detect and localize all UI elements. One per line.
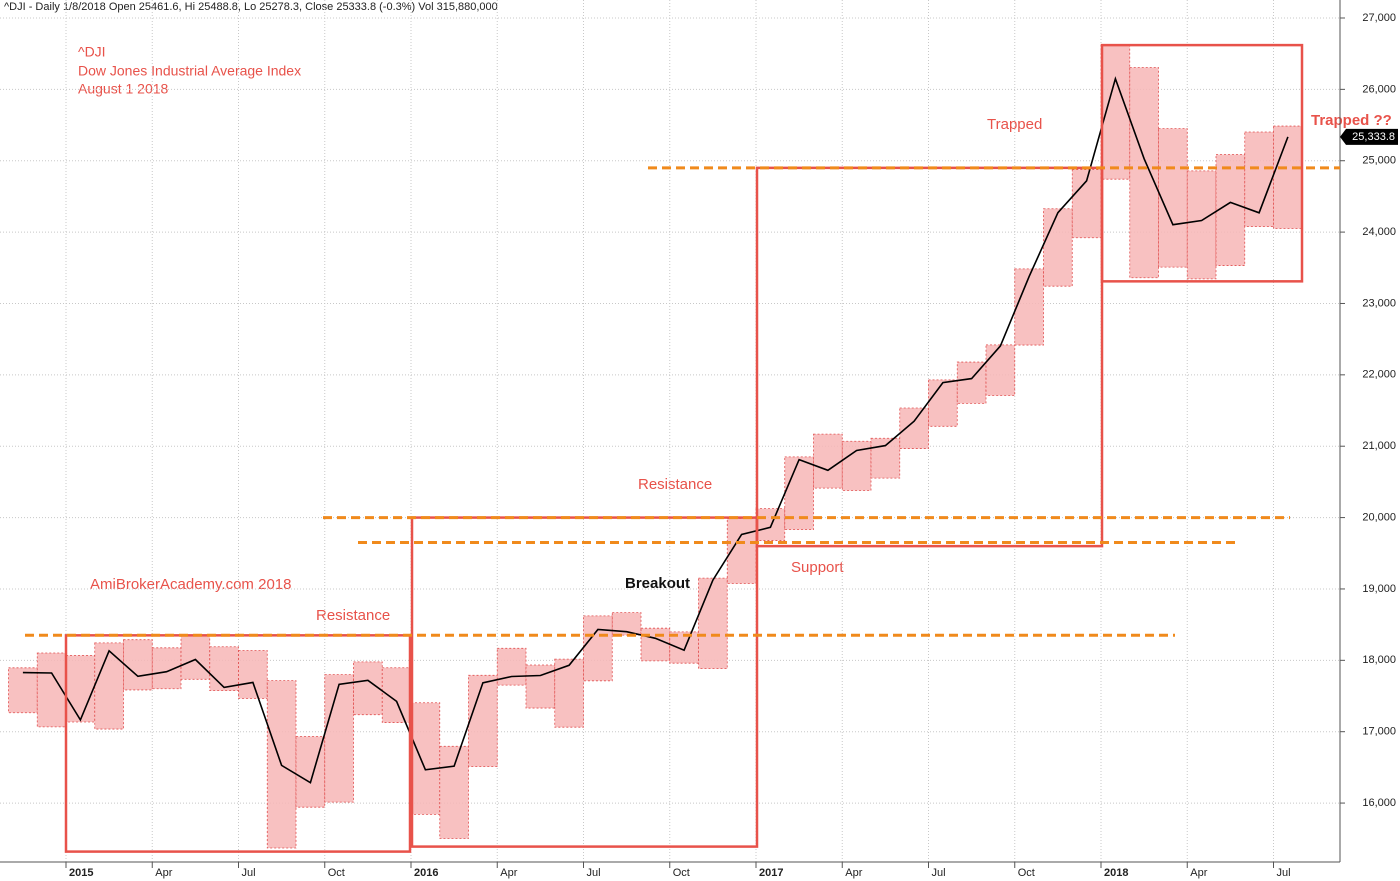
range-box bbox=[870, 437, 901, 479]
x-tick-label: 2017 bbox=[759, 867, 783, 879]
range-box bbox=[324, 674, 354, 803]
x-tick-label: Jul bbox=[587, 867, 601, 879]
range-box bbox=[956, 361, 987, 404]
x-tick-label: Apr bbox=[845, 867, 862, 879]
range-box bbox=[640, 627, 671, 662]
annotation: Trapped bbox=[987, 116, 1042, 133]
x-tick-label: Jul bbox=[1277, 867, 1291, 879]
range-box bbox=[94, 642, 124, 730]
x-tick-label: 2015 bbox=[69, 867, 93, 879]
x-tick-label: Apr bbox=[155, 867, 172, 879]
range-box bbox=[410, 702, 441, 815]
title-line: Dow Jones Industrial Average Index bbox=[78, 63, 301, 79]
annotation: Breakout bbox=[625, 575, 690, 592]
range-box bbox=[583, 615, 613, 682]
price-tag-label: 25,333.8 bbox=[1352, 131, 1395, 143]
range-box bbox=[496, 647, 527, 686]
range-box bbox=[1014, 268, 1044, 346]
trading-zone bbox=[1100, 43, 1304, 283]
y-tick-label: 20,000 bbox=[1362, 511, 1396, 523]
range-box bbox=[1186, 170, 1217, 280]
y-tick-label: 18,000 bbox=[1362, 654, 1396, 666]
annotation: Trapped ?? bbox=[1311, 112, 1392, 129]
x-tick-label: Oct bbox=[1018, 867, 1035, 879]
x-tick-label: 2018 bbox=[1104, 867, 1128, 879]
range-box bbox=[65, 654, 96, 723]
y-tick-label: 17,000 bbox=[1362, 726, 1396, 738]
range-box bbox=[1273, 125, 1303, 229]
x-tick-label: Apr bbox=[500, 867, 517, 879]
range-box bbox=[899, 407, 929, 449]
y-tick-label: 26,000 bbox=[1362, 83, 1396, 95]
x-tick-label: Oct bbox=[328, 867, 345, 879]
range-box bbox=[8, 667, 38, 714]
range-box bbox=[755, 508, 786, 541]
range-box bbox=[1158, 128, 1188, 268]
price-line bbox=[22, 76, 1289, 784]
y-tick-label: 27,000 bbox=[1362, 12, 1396, 24]
chart-header: ^DJI - Daily 1/8/2018 Open 25461.6, Hi 2… bbox=[4, 1, 498, 13]
trading-zone bbox=[410, 516, 759, 848]
price-tag bbox=[1340, 128, 1398, 145]
annotation: Resistance bbox=[316, 607, 390, 624]
range-box bbox=[1215, 154, 1246, 266]
range-box bbox=[123, 639, 153, 691]
range-box bbox=[1043, 208, 1073, 287]
title-line: ^DJI bbox=[78, 44, 106, 60]
annotation: Resistance bbox=[638, 476, 712, 493]
range-box bbox=[209, 646, 239, 692]
range-box bbox=[611, 612, 642, 636]
range-box bbox=[928, 379, 958, 427]
y-tick-label: 25,000 bbox=[1362, 155, 1396, 167]
y-tick-label: 21,000 bbox=[1362, 440, 1396, 452]
range-box bbox=[439, 745, 469, 839]
range-box bbox=[1129, 67, 1159, 279]
range-box bbox=[468, 674, 498, 767]
range-box bbox=[985, 344, 1016, 396]
range-box bbox=[698, 577, 728, 670]
y-tick-label: 23,000 bbox=[1362, 297, 1396, 309]
y-tick-label: 22,000 bbox=[1362, 369, 1396, 381]
range-box bbox=[238, 650, 268, 699]
y-tick-label: 16,000 bbox=[1362, 797, 1396, 809]
range-box bbox=[813, 433, 843, 489]
x-tick-label: Apr bbox=[1190, 867, 1207, 879]
range-box bbox=[554, 658, 584, 728]
x-tick-label: Oct bbox=[673, 867, 690, 879]
range-box bbox=[381, 667, 412, 723]
watermark: AmiBrokerAcademy.com 2018 bbox=[90, 576, 291, 593]
y-tick-label: 19,000 bbox=[1362, 583, 1396, 595]
range-box bbox=[180, 634, 211, 680]
y-tick-label: 24,000 bbox=[1362, 226, 1396, 238]
annotation: Support bbox=[791, 559, 844, 576]
x-tick-label: Jul bbox=[242, 867, 256, 879]
title-line: August 1 2018 bbox=[78, 81, 169, 97]
x-tick-label: 2016 bbox=[414, 867, 438, 879]
x-tick-label: Jul bbox=[932, 867, 946, 879]
